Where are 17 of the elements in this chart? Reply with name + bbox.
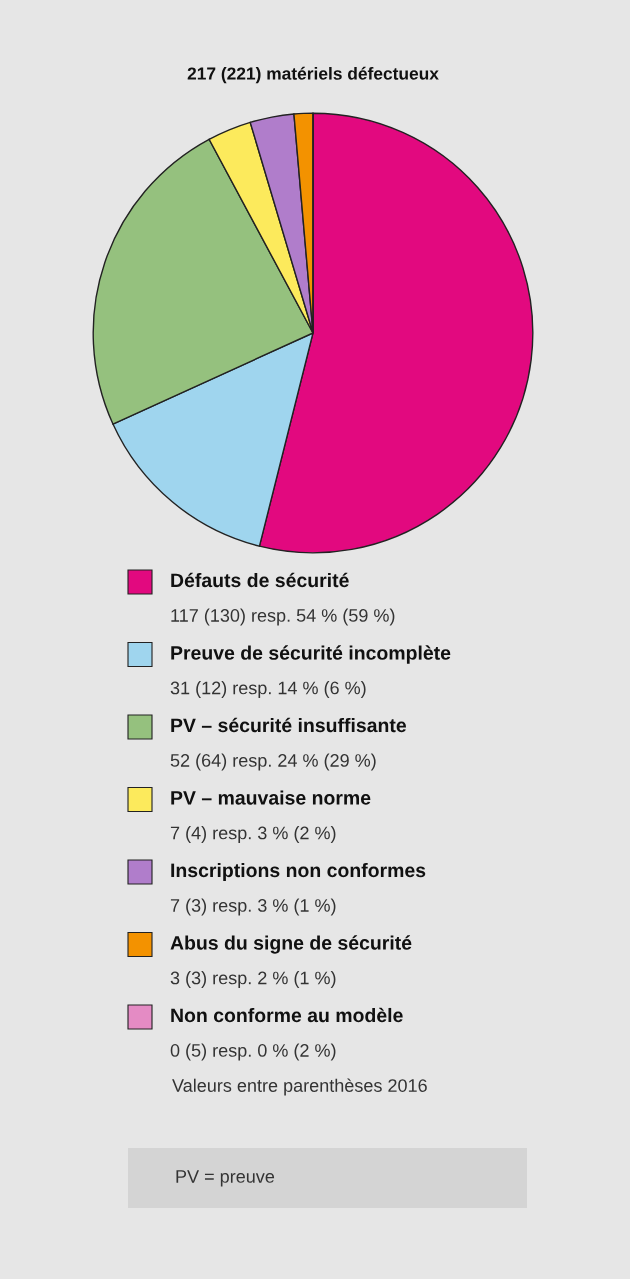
legend-label: Non conforme au modèle — [171, 1007, 403, 1023]
legend-label: Abus du signe de sécurité — [170, 935, 412, 954]
data-label: 7 (3) resp. 3 % (1 %) — [170, 898, 336, 916]
data-label: 3 (3) resp. 2 % (1 %) — [170, 971, 336, 988]
text: 0 (5) resp. 0 % (2 %) — [170, 1043, 336, 1061]
text: Valeurs entre parenthèses 2016 — [172, 1078, 427, 1096]
data-label: 31 (12) resp. 14 % (6 %) — [170, 681, 366, 698]
legend-label: Défauts de sécurité — [171, 572, 349, 588]
data-label: 7 (4) resp. 3 % (2 %) — [170, 826, 336, 843]
text: PV = preuve — [176, 1170, 275, 1187]
legend-label: PV – sécurité insuffisante — [171, 717, 406, 733]
data-label: 52 (64) resp. 24 % (29 %) — [170, 753, 376, 771]
data-label: 117 (130) resp. 54 % (59 %) — [171, 608, 395, 626]
legend-label: Inscriptions non conformes — [171, 862, 426, 882]
legend-label: PV – mauvaise norme — [171, 790, 371, 805]
legend-label: Preuve de sécurité incomplète — [171, 645, 451, 664]
chart-title: 217 (221) matériels défectueux — [187, 66, 439, 84]
